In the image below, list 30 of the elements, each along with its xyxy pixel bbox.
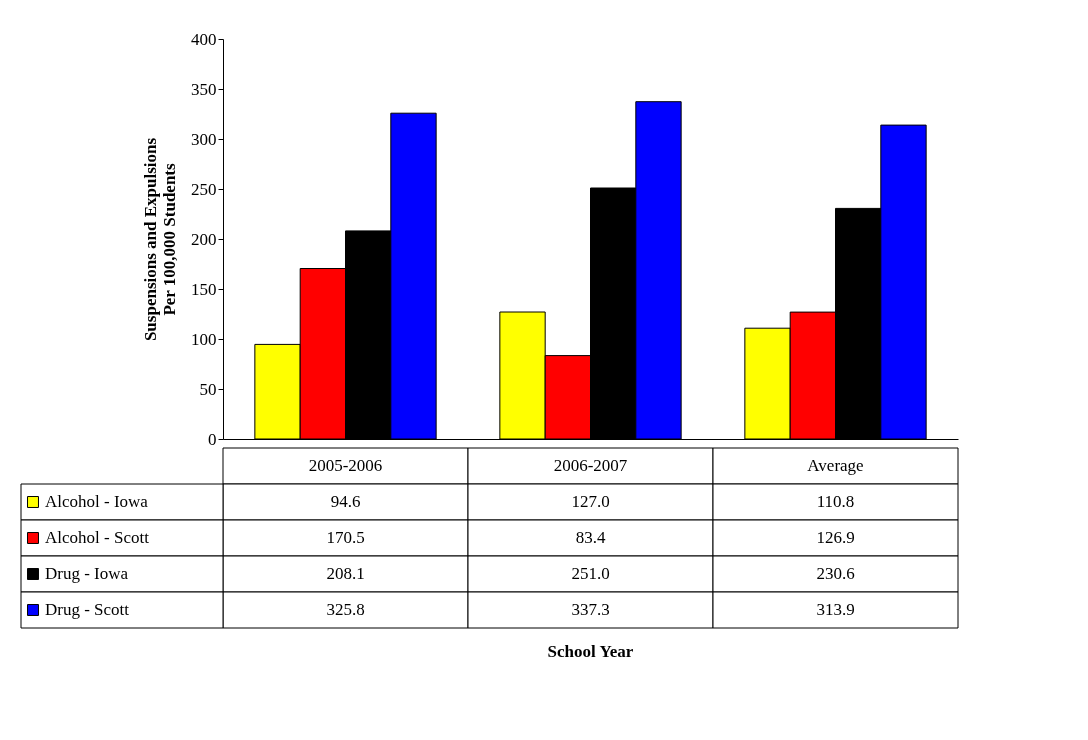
y-tick-label: 0	[208, 429, 217, 449]
y-tick-label: 250	[191, 179, 217, 199]
data-label: 230.6	[816, 564, 855, 583]
y-tick-label: 100	[191, 329, 217, 349]
text: School Year	[547, 642, 634, 661]
data-label: 127.0	[571, 492, 610, 511]
y-tick-label: 50	[199, 379, 217, 399]
legend-label: Drug - Iowa	[45, 564, 129, 583]
data-label: 170.5	[326, 528, 365, 547]
y-axis-title: Suspensions and Expulsions Per 100,000 Students	[141, 137, 179, 342]
data-label: 313.9	[816, 600, 855, 619]
y-tick-label: 200	[191, 229, 217, 249]
y-tick-label: 400	[191, 29, 217, 49]
y-tick-label: 300	[191, 129, 217, 149]
data-label: 325.8	[326, 600, 365, 619]
data-label: 126.9	[816, 528, 855, 547]
data-label: 83.4	[575, 528, 606, 547]
data-label: 94.6	[330, 492, 361, 511]
legend-label: Drug - Scott	[45, 600, 130, 619]
data-label: 337.3	[571, 600, 610, 619]
data-label: 110.8	[816, 492, 855, 511]
data-label: 251.0	[571, 564, 610, 583]
x-tick-label: Average	[807, 456, 864, 475]
x-tick-label: 2005-2006	[308, 456, 383, 475]
y-tick-label: 350	[191, 79, 217, 99]
legend-label: Alcohol - Scott	[45, 528, 150, 547]
y-tick-label: 150	[191, 279, 217, 299]
data-label: 208.1	[326, 564, 365, 583]
legend-label: Alcohol - Iowa	[45, 492, 149, 511]
x-tick-label: 2006-2007	[553, 456, 628, 475]
